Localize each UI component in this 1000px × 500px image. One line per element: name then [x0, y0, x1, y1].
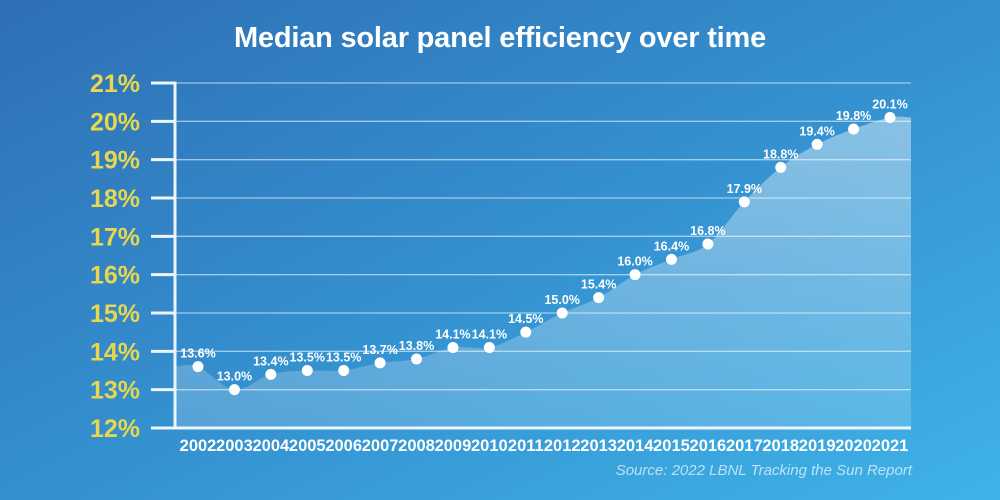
- point-label-2013: 15.4%: [581, 278, 616, 292]
- x-axis-label-2005: 2005: [289, 437, 326, 455]
- point-label-2007: 13.7%: [362, 343, 397, 357]
- data-point-2007: [374, 357, 386, 369]
- data-point-2017: [738, 196, 750, 208]
- y-axis-label-20pct: 20%: [90, 108, 140, 136]
- data-point-2006: [338, 365, 350, 376]
- point-label-2006: 13.5%: [326, 351, 361, 365]
- chart-title: Median solar panel efficiency over time: [233, 22, 767, 54]
- data-point-2019: [811, 138, 823, 150]
- point-label-2019: 19.4%: [799, 124, 834, 138]
- x-axis-label-2017: 2017: [726, 437, 763, 455]
- point-label-2008: 13.8%: [399, 339, 434, 353]
- x-axis-label-2009: 2009: [435, 437, 472, 455]
- x-axis-label-2003: 2003: [216, 437, 253, 455]
- x-axis-label-2013: 2013: [580, 437, 617, 455]
- x-axis-label-2012: 2012: [544, 437, 581, 455]
- point-label-2010: 14.1%: [472, 328, 507, 342]
- point-label-2020: 19.8%: [836, 109, 871, 123]
- x-axis-label-2010: 2010: [471, 437, 508, 455]
- data-point-2011: [520, 326, 532, 338]
- data-point-2015: [665, 253, 677, 265]
- point-label-2002: 13.6%: [180, 347, 215, 361]
- data-point-2012: [556, 307, 568, 319]
- point-label-2004: 13.4%: [253, 354, 288, 368]
- data-point-2008: [411, 353, 423, 365]
- data-point-2005: [301, 365, 313, 376]
- data-point-2016: [702, 238, 714, 250]
- x-axis-label-2016: 2016: [690, 437, 727, 455]
- point-label-2011: 14.5%: [508, 312, 543, 326]
- data-point-2021: [884, 112, 896, 123]
- point-label-2021: 20.1%: [872, 98, 907, 112]
- data-point-2020: [848, 123, 860, 135]
- y-axis-label-15pct: 15%: [90, 300, 140, 328]
- point-label-2015: 16.4%: [654, 239, 689, 253]
- y-axis-label-17pct: 17%: [90, 223, 140, 251]
- x-axis-label-2007: 2007: [362, 437, 399, 455]
- y-axis-label-13pct: 13%: [90, 377, 140, 405]
- x-axis-label-2004: 2004: [252, 437, 290, 455]
- x-axis-label-2020: 2020: [835, 437, 872, 455]
- data-point-2003: [228, 384, 240, 396]
- point-label-2016: 16.8%: [690, 224, 725, 238]
- data-point-2013: [593, 292, 605, 304]
- data-point-2002: [192, 361, 204, 373]
- data-point-2018: [775, 161, 787, 173]
- point-label-2009: 14.1%: [435, 328, 470, 342]
- y-axis-label-21pct: 21%: [90, 70, 140, 98]
- y-axis-label-12pct: 12%: [90, 415, 140, 443]
- x-axis-label-2002: 2002: [180, 437, 217, 455]
- source-note: Source: 2022 LBNL Tracking the Sun Repor…: [615, 462, 912, 479]
- x-axis-label-2018: 2018: [762, 437, 799, 455]
- data-point-2010: [483, 342, 495, 353]
- x-axis-label-2011: 2011: [508, 437, 544, 455]
- x-axis-label-2015: 2015: [653, 437, 690, 455]
- x-axis-label-2014: 2014: [617, 437, 655, 455]
- y-axis-label-19pct: 19%: [90, 147, 140, 175]
- point-label-2005: 13.5%: [290, 351, 325, 365]
- data-point-2004: [265, 368, 277, 380]
- x-axis-label-2006: 2006: [325, 437, 362, 455]
- x-axis-label-2021: 2021: [872, 437, 909, 455]
- data-point-2014: [629, 269, 641, 281]
- point-label-2003: 13.0%: [217, 370, 252, 384]
- point-label-2014: 16.0%: [617, 255, 652, 269]
- y-axis-label-18pct: 18%: [90, 185, 140, 213]
- area-fill: [175, 116, 911, 429]
- y-axis-label-16pct: 16%: [90, 262, 140, 290]
- point-label-2018: 18.8%: [763, 147, 798, 161]
- x-axis-label-2019: 2019: [799, 437, 836, 455]
- point-label-2017: 17.9%: [727, 182, 762, 196]
- point-label-2012: 15.0%: [544, 293, 579, 307]
- y-axis-label-14pct: 14%: [90, 338, 140, 366]
- data-point-2009: [447, 342, 459, 353]
- x-axis-label-2008: 2008: [398, 437, 435, 455]
